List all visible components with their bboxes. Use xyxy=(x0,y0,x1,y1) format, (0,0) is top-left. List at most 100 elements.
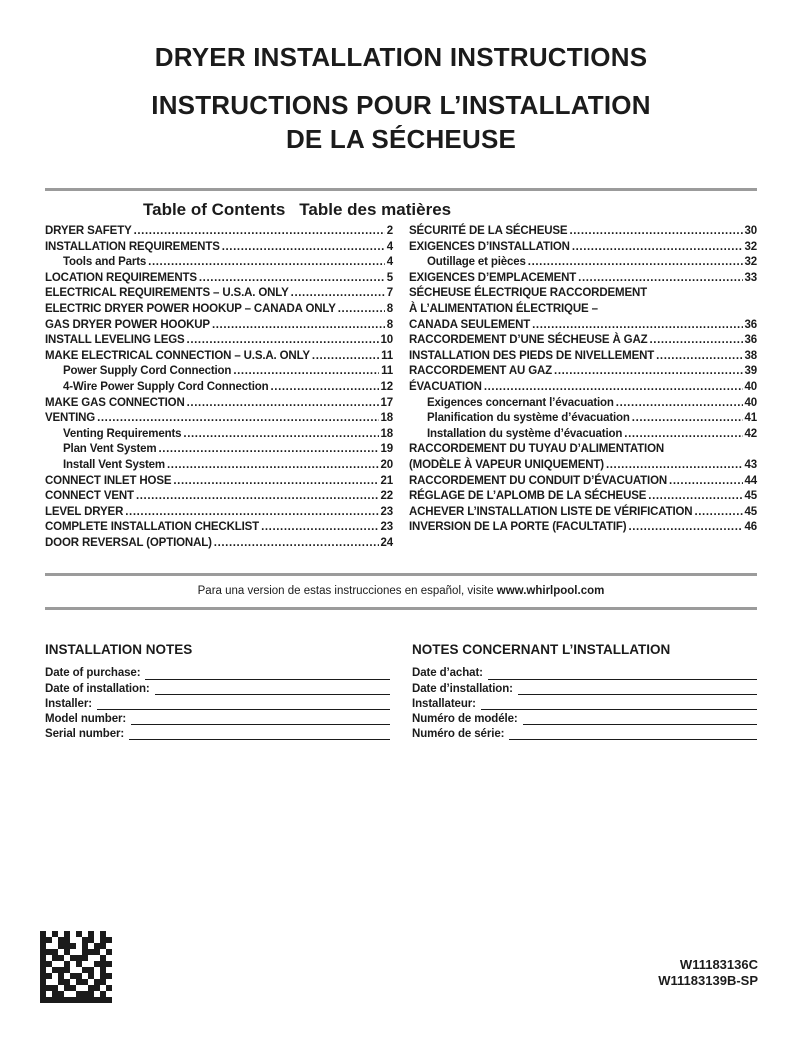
barcode-module xyxy=(100,937,106,943)
toc-entry: DOOR REVERSAL (OPTIONAL) 24 xyxy=(45,536,393,552)
toc-entry: RACCORDEMENT AU GAZ 39 xyxy=(409,364,757,380)
toc-entry: CONNECT INLET HOSE 21 xyxy=(45,474,393,490)
barcode-module xyxy=(46,937,52,943)
toc-page-number: 2 xyxy=(386,225,393,237)
barcode-module xyxy=(52,985,58,991)
barcode-module xyxy=(100,979,106,985)
barcode-module xyxy=(52,997,58,1003)
toc-entry: GAS DRYER POWER HOOKUP 8 xyxy=(45,318,393,334)
horizontal-rule-top xyxy=(45,188,757,191)
form-field-row: Installer: xyxy=(45,697,390,712)
toc-entry-label: Installation du système d’évacuation xyxy=(427,427,623,440)
barcode-module xyxy=(82,997,88,1003)
barcode-module xyxy=(82,955,88,961)
toc-column-french: SÉCURITÉ DE LA SÉCHEUSE 30 EXIGENCES D’INS… xyxy=(409,224,757,551)
barcode-module xyxy=(64,967,70,973)
toc-leader-dots xyxy=(484,380,743,396)
toc-heading-french: Table des matières xyxy=(299,200,452,219)
toc-entry-label: INVERSION DE LA PORTE (FACULTATIF) xyxy=(409,521,627,534)
toc-entry-label: Planification du système d’évacuation xyxy=(427,412,630,425)
form-field-label: Installateur: xyxy=(412,697,476,710)
toc-page-number: 18 xyxy=(380,427,394,440)
toc-page-number: 20 xyxy=(380,458,394,471)
toc-page-number: 23 xyxy=(380,521,394,534)
toc-page-number: 40 xyxy=(744,396,758,409)
barcode-module xyxy=(94,997,100,1003)
toc-entry-label: 4-Wire Power Supply Cord Connection xyxy=(63,380,269,393)
toc-leader-dots xyxy=(648,489,742,505)
toc-entry: Exigences concernant l’évacuation 40 xyxy=(409,396,757,412)
toc-leader-dots xyxy=(173,474,378,490)
barcode-module xyxy=(82,949,88,955)
barcode-module xyxy=(46,997,52,1003)
barcode-module xyxy=(82,979,88,985)
barcode-module xyxy=(82,937,88,943)
barcode-module xyxy=(40,955,46,961)
toc-entry: ELECTRICAL REQUIREMENTS – U.S.A. ONLY 7 xyxy=(45,286,393,302)
barcode-module xyxy=(94,943,100,949)
barcode-module xyxy=(40,973,46,979)
spanish-version-note: Para una version de estas instrucciones … xyxy=(45,576,757,607)
toc-entry: ACHEVER L’INSTALLATION LISTE DE VÉRIFICA… xyxy=(409,505,757,521)
whirlpool-url: www.whirlpool.com xyxy=(496,585,605,598)
toc-entry-label: VENTING xyxy=(45,412,96,425)
barcode-module xyxy=(58,991,64,997)
barcode-module xyxy=(88,991,94,997)
toc-entry: EXIGENCES D’INSTALLATION 32 xyxy=(409,240,757,256)
installation-notes-fields-en: Date of purchase: Date of installation: In… xyxy=(45,666,390,742)
toc-page-number: 10 xyxy=(380,334,394,347)
installation-notes-french: NOTES CONCERNANT L’INSTALLATION Date d’a… xyxy=(412,642,757,742)
barcode-module xyxy=(40,997,46,1003)
toc-entry-label: Install Vent System xyxy=(63,458,165,471)
toc-entry-label: ELECTRICAL REQUIREMENTS – U.S.A. ONLY xyxy=(45,287,289,300)
toc-entry: SÉCHEUSE ÉLECTRIQUE RACCORDEMENT xyxy=(409,286,757,302)
barcode-module xyxy=(58,955,64,961)
toc-leader-dots xyxy=(528,255,743,271)
toc-page-number: 43 xyxy=(744,458,758,471)
barcode-module xyxy=(52,967,58,973)
toc-page-number: 45 xyxy=(744,490,758,503)
toc-entry: (MODÈLE À VAPEUR UNIQUEMENT) 43 xyxy=(409,458,757,474)
form-field-label: Numéro de modéle: xyxy=(412,713,518,726)
barcode-module xyxy=(76,979,82,985)
barcode-module xyxy=(106,961,112,967)
toc-page-number: 40 xyxy=(744,380,758,393)
fill-in-blank-line xyxy=(154,684,390,695)
toc-page-number: 8 xyxy=(386,302,393,315)
barcode-module xyxy=(76,991,82,997)
barcode-module xyxy=(88,949,94,955)
toc-entry: LEVEL DRYER 23 xyxy=(45,505,393,521)
toc-heading: Table of Contents Table des matières xyxy=(143,200,757,220)
fill-in-blank-line xyxy=(509,729,757,741)
barcode-module xyxy=(40,991,46,997)
toc-entry-label: RACCORDEMENT DU TUYAU D’ALIMENTATION xyxy=(409,443,665,456)
toc-entry-label: SÉCURITÉ DE LA SÉCHEUSE xyxy=(409,225,568,237)
form-field-label: Date d’achat: xyxy=(412,667,483,680)
toc-page-number: 11 xyxy=(381,365,393,378)
barcode-module xyxy=(100,961,106,967)
toc-entry: CONNECT VENT 22 xyxy=(45,489,393,505)
barcode-module xyxy=(106,997,112,1003)
fill-in-blank-line xyxy=(129,729,390,741)
barcode-module xyxy=(64,937,70,943)
toc-leader-dots xyxy=(291,286,385,302)
barcode-module xyxy=(64,931,70,937)
part-numbers: W11183136C W11183139B-SP xyxy=(658,957,758,988)
form-field-row: Date of installation: xyxy=(45,682,390,697)
toc-page-number: 46 xyxy=(744,521,758,534)
fill-in-blank-line xyxy=(487,669,757,680)
toc-page-number: 17 xyxy=(380,396,394,409)
barcode-module xyxy=(94,949,100,955)
barcode-module xyxy=(70,997,76,1003)
barcode-module xyxy=(64,979,70,985)
toc-leader-dots xyxy=(572,240,743,256)
toc-page-number: 12 xyxy=(380,380,394,393)
toc-leader-dots xyxy=(134,224,385,240)
toc-entry-label: À L’ALIMENTATION ÉLECTRIQUE – xyxy=(409,302,598,315)
title-french-line1: INSTRUCTIONS POUR L’INSTALLATION xyxy=(151,90,651,120)
toc-page-number: 19 xyxy=(380,443,394,456)
toc-entry-label: RACCORDEMENT AU GAZ xyxy=(409,365,553,378)
toc-entry-label: ELECTRIC DRYER POWER HOOKUP – CANADA ONL… xyxy=(45,302,336,315)
toc-entry: Installation du système d’évacuation 42 xyxy=(409,427,757,443)
barcode-module xyxy=(106,937,112,943)
